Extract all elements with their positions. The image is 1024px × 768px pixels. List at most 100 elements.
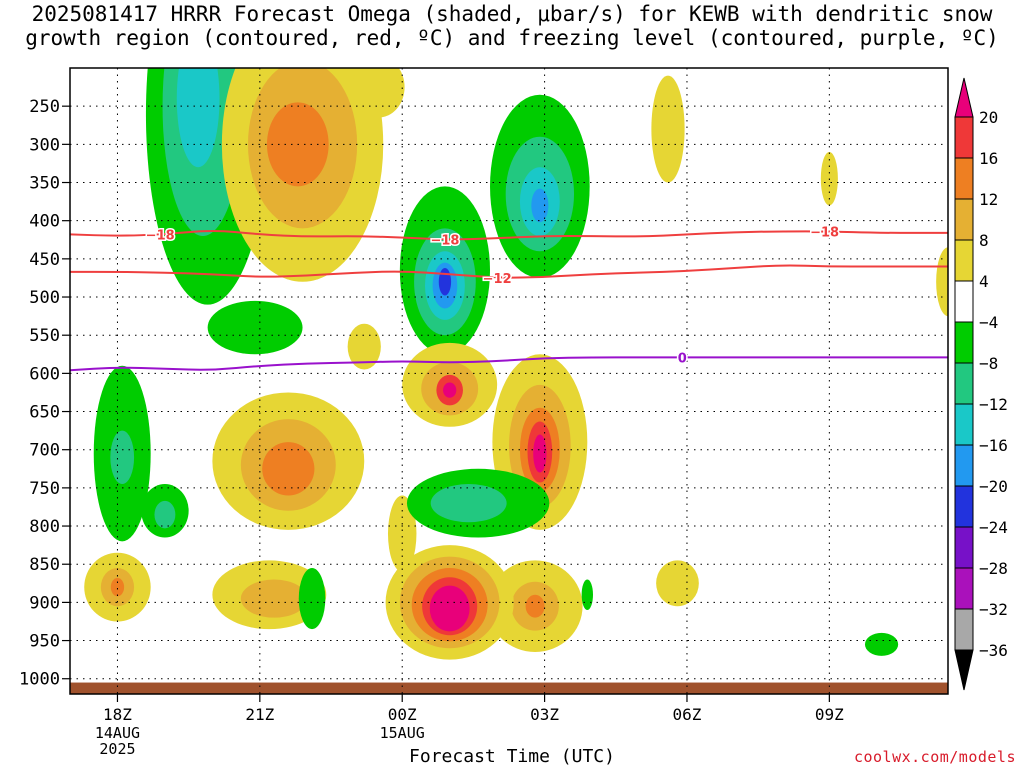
y-tick-label-250: 250 (29, 97, 60, 117)
x-tick-sublabel-15AUG: 15AUG (380, 724, 425, 742)
omega-region-10-1 (110, 430, 135, 485)
x-tick-label-06Z: 06Z (673, 705, 702, 724)
contour-label--12: −12 (483, 272, 512, 287)
colorbar-segment-9 (954, 485, 974, 528)
colorbar-label-0: 20 (979, 108, 998, 127)
colorbar-label-8: −16 (979, 436, 1008, 455)
colorbar-label-3: 8 (979, 231, 989, 250)
omega-region-5-0 (651, 75, 685, 183)
x-tick-sublabel-2025: 2025 (99, 740, 135, 758)
credit-text: coolwx.com/models (853, 748, 1016, 766)
omega-region-18-4 (533, 434, 547, 473)
ground-band (70, 682, 948, 694)
y-axis: 250 300 350 400 450 500 550 600 650 700 750 800 850 9… (19, 97, 70, 690)
omega-region-21-4 (429, 585, 470, 632)
colorbar-label-12: −32 (979, 600, 1008, 619)
plot-frame (69, 67, 949, 695)
y-tick-label-700: 700 (29, 441, 60, 461)
colorbar-label-9: −20 (979, 477, 1008, 496)
contour-line--18 (70, 229, 948, 241)
colorbar-segment-4 (954, 280, 974, 323)
colorbar-segment-2 (954, 198, 974, 241)
chart-title: 2025081417 HRRR Forecast Omega (shaded, … (0, 2, 1024, 50)
colorbar-segment-3 (954, 239, 974, 282)
title-line-1: 2025081417 HRRR Forecast Omega (shaded, … (31, 2, 993, 26)
omega-region-13-1 (240, 579, 308, 618)
y-tick-label-800: 800 (29, 517, 60, 537)
colorbar-segment-7 (954, 403, 974, 446)
colorbar-top-triangle (954, 77, 974, 118)
contour-line--12 (70, 264, 948, 279)
omega-region-17-3 (443, 382, 457, 398)
colorbar-label-11: −28 (979, 559, 1008, 578)
omega-region-11-1 (154, 500, 176, 529)
omega-region-20-1 (430, 484, 507, 523)
contour-label--18: −18 (430, 234, 459, 249)
x-tick-sublabel-14AUG: 14AUG (95, 724, 140, 742)
temperature-contours: −18 −18 −18 −12 0 (70, 224, 948, 372)
ground-surface (70, 682, 948, 694)
colorbar-label-5: −4 (979, 313, 998, 332)
colorbar-segment-10 (954, 526, 974, 569)
x-tick-label-09Z: 09Z (815, 705, 844, 724)
colorbar-segment-1 (954, 157, 974, 200)
colorbar-label-1: 16 (979, 149, 998, 168)
omega-region-2-0 (352, 68, 405, 118)
colorbar-label-13: −36 (979, 641, 1008, 660)
y-tick-label-850: 850 (29, 555, 60, 575)
colorbar-segment-0 (954, 116, 974, 159)
y-tick-label-400: 400 (29, 212, 60, 232)
y-tick-label-300: 300 (29, 135, 60, 155)
y-tick-label-900: 900 (29, 593, 60, 613)
contour-label-0: 0 (678, 351, 687, 366)
omega-region-23-0 (656, 560, 699, 607)
y-tick-label-1000: 1000 (19, 670, 60, 690)
x-tick-label-21Z: 21Z (245, 705, 274, 724)
omega-region-15-0 (387, 495, 417, 572)
y-tick-label-950: 950 (29, 632, 60, 652)
grid (70, 68, 948, 694)
omega-region-0-2 (176, 68, 220, 168)
colorbar-segment-12 (954, 608, 974, 651)
omega-region-19-2 (525, 594, 545, 618)
colorbar-segment-6 (954, 362, 974, 405)
omega-shading (84, 68, 948, 660)
contour-label--18: −18 (810, 225, 839, 240)
omega-region-3-4 (438, 268, 452, 296)
x-axis-label: Forecast Time (UTC) (409, 746, 615, 767)
colorbar-segment-8 (954, 444, 974, 487)
y-tick-label-600: 600 (29, 364, 60, 384)
colorbar-label-7: −12 (979, 395, 1008, 414)
omega-region-12-2 (262, 442, 315, 496)
omega-region-8-0 (207, 300, 303, 355)
colorbar-bottom-triangle (954, 649, 974, 691)
y-tick-label-450: 450 (29, 250, 60, 270)
colorbar-label-6: −8 (979, 354, 998, 373)
title-line-2: growth region (contoured, red, ºC) and f… (25, 26, 999, 50)
colorbar-segment-11 (954, 567, 974, 610)
omega-region-7-0 (936, 247, 948, 317)
colorbar-label-10: −24 (979, 518, 1008, 537)
colorbar: 20 16 12 8 4 −4 −8 −12 −16 −20 −24 −28 −32 −36 (954, 77, 1008, 691)
x-tick-label-18Z: 18Z (103, 705, 132, 724)
colorbar-label-2: 12 (979, 190, 998, 209)
contour-label--18: −18 (146, 229, 175, 244)
omega-region-9-0 (347, 323, 381, 370)
y-tick-label-750: 750 (29, 479, 60, 499)
y-tick-label-650: 650 (29, 403, 60, 423)
omega-region-14-2 (110, 577, 125, 597)
y-tick-label-350: 350 (29, 174, 60, 194)
colorbar-segment-5 (954, 321, 974, 364)
omega-region-16-0 (298, 568, 326, 630)
omega-region-4-3 (531, 188, 549, 223)
omega-region-22-0 (581, 579, 594, 611)
contour-line-0 (70, 356, 948, 372)
x-tick-label-00Z: 00Z (388, 705, 417, 724)
x-tick-label-03Z: 03Z (530, 705, 559, 724)
omega-region-24-0 (864, 632, 899, 656)
y-tick-label-500: 500 (29, 288, 60, 308)
y-tick-label-550: 550 (29, 326, 60, 346)
colorbar-label-4: 4 (979, 272, 989, 291)
